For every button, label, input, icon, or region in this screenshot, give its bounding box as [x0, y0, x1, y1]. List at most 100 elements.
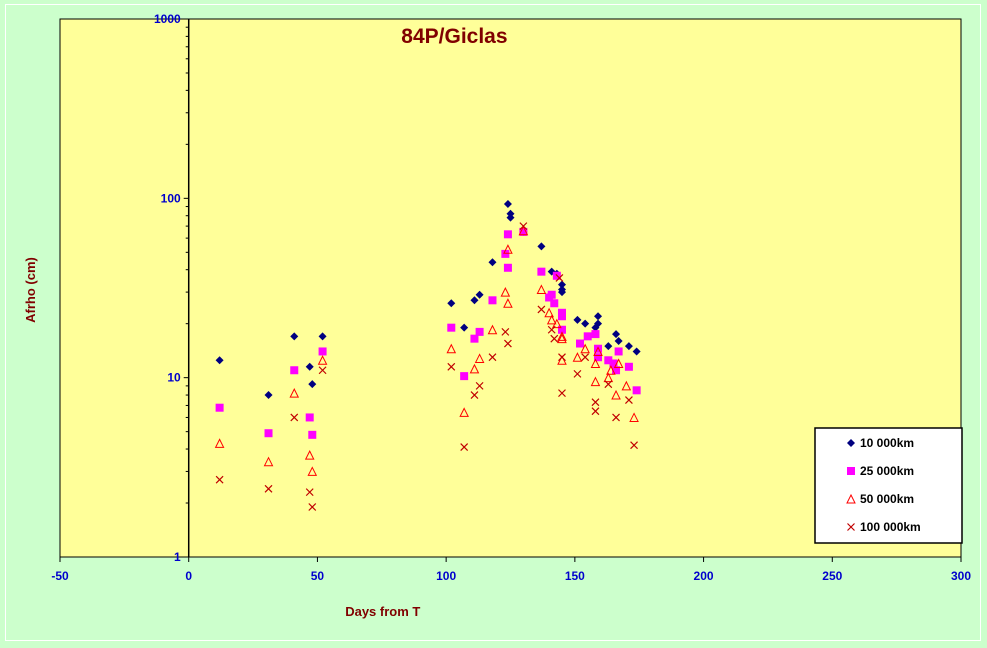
data-point	[591, 407, 600, 416]
data-point	[470, 391, 479, 399]
data-point	[604, 380, 613, 389]
data-point	[475, 327, 484, 336]
y-tick-label: 100	[161, 191, 181, 205]
data-point	[546, 314, 557, 325]
data-point	[537, 305, 546, 314]
data-point	[537, 242, 546, 251]
data-point	[317, 355, 328, 365]
data-point	[307, 466, 318, 476]
data-point	[624, 362, 633, 371]
data-point	[593, 346, 603, 356]
data-point	[573, 315, 582, 324]
chart-frame	[5, 4, 981, 641]
data-point	[475, 290, 484, 299]
data-point	[447, 299, 456, 308]
series-square	[215, 227, 641, 439]
data-point	[518, 225, 529, 236]
data-point	[632, 386, 641, 395]
data-point	[305, 488, 314, 497]
data-point	[552, 318, 562, 329]
legend-marker	[847, 523, 855, 531]
legend: 10 000km 25 000km 50 000km 100 000km	[814, 427, 963, 544]
x-tick-label: -50	[51, 569, 69, 583]
data-point	[308, 503, 317, 511]
data-point	[613, 358, 624, 368]
data-point	[604, 356, 613, 365]
data-point	[547, 290, 556, 299]
data-point	[308, 380, 317, 389]
data-point	[594, 312, 603, 321]
data-point	[215, 475, 224, 484]
plot-area	[59, 18, 962, 558]
data-point	[290, 413, 299, 422]
data-point	[557, 355, 567, 365]
data-point	[500, 286, 511, 297]
data-point	[591, 398, 600, 407]
data-point	[581, 319, 590, 328]
data-point	[488, 296, 497, 305]
data-point	[503, 199, 512, 208]
data-point	[547, 325, 556, 334]
x-tick-label: 100	[436, 569, 456, 583]
data-point	[624, 342, 633, 351]
series-x	[215, 222, 638, 511]
data-point	[447, 362, 456, 371]
data-point	[214, 438, 225, 448]
chart-title: 84P/Giclas	[401, 25, 507, 48]
data-point	[506, 213, 515, 222]
data-point	[504, 339, 512, 348]
data-point	[290, 332, 299, 341]
data-point	[557, 325, 566, 334]
data-point	[263, 456, 274, 467]
data-point	[603, 372, 614, 383]
data-point	[469, 363, 480, 374]
x-tick-label: 200	[694, 569, 714, 583]
data-point	[614, 337, 623, 346]
legend-box	[814, 427, 963, 544]
data-point	[501, 249, 510, 258]
data-point	[557, 280, 566, 289]
data-point	[305, 413, 314, 422]
data-point	[612, 413, 620, 422]
data-point	[550, 334, 559, 343]
y-tick-label: 10	[167, 371, 181, 385]
data-point	[519, 227, 528, 236]
data-point	[594, 344, 603, 353]
y-axis-label: Afrho (cm)	[23, 257, 38, 323]
data-point	[290, 366, 299, 375]
data-point	[318, 332, 327, 341]
data-point	[594, 319, 603, 328]
data-point	[581, 353, 590, 362]
data-point	[590, 358, 601, 368]
data-point	[583, 332, 592, 341]
legend-marker	[847, 467, 855, 475]
data-point	[557, 312, 566, 321]
data-point	[612, 366, 621, 375]
axes: -50 0 50 100 150 200 250 300 1 10 100 1000	[51, 12, 971, 583]
legend-label: 25 000km	[860, 464, 914, 478]
data-point	[308, 430, 317, 439]
data-point	[630, 441, 638, 450]
data-point	[580, 343, 590, 354]
data-point	[611, 389, 621, 400]
data-point	[264, 429, 273, 438]
data-point	[557, 288, 566, 297]
legend-marker	[847, 439, 855, 447]
data-point	[264, 391, 273, 400]
data-point	[629, 412, 639, 422]
data-point	[488, 258, 497, 267]
data-point	[503, 244, 513, 254]
data-point	[470, 334, 479, 343]
data-point	[621, 380, 632, 391]
data-point	[557, 333, 567, 344]
data-point	[591, 330, 600, 339]
data-point	[460, 372, 469, 381]
legend-marker	[846, 493, 856, 504]
data-point	[550, 299, 559, 308]
data-point	[215, 403, 224, 412]
data-point	[557, 331, 567, 341]
x-tick-label: 300	[951, 569, 971, 583]
data-point	[590, 376, 601, 387]
x-tick-label: 50	[311, 569, 325, 583]
